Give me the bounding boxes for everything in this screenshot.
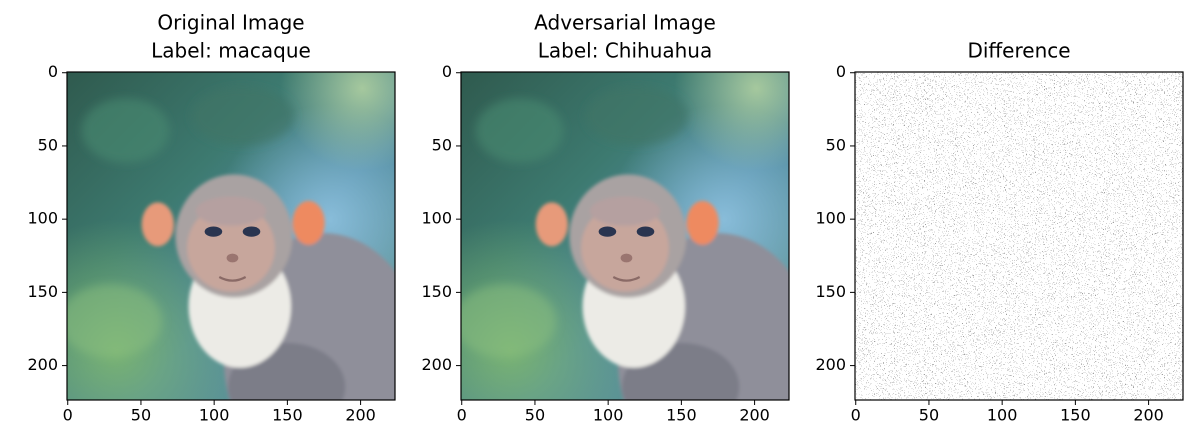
adversarial-image: [454, 72, 817, 448]
x-tick-label: 200: [739, 406, 770, 425]
x-tick-label: 50: [131, 406, 151, 425]
y-tick-label: 100: [815, 209, 846, 228]
y-tick-label: 100: [421, 209, 452, 228]
x-tick-label: 0: [63, 406, 73, 425]
y-tick-label: 0: [836, 62, 846, 81]
x-tick-label: 50: [525, 406, 545, 425]
axes-title: Original Image: [157, 11, 304, 35]
y-tick-label: 50: [432, 135, 452, 154]
y-tick-label: 150: [421, 282, 452, 301]
y-tick-label: 50: [38, 135, 58, 154]
x-tick-label: 150: [272, 406, 303, 425]
x-tick-label: 200: [1133, 406, 1164, 425]
y-tick-label: 50: [826, 135, 846, 154]
axes-title: Adversarial Image: [534, 11, 716, 35]
y-tick-label: 150: [815, 282, 846, 301]
y-tick-label: 0: [48, 62, 58, 81]
x-tick-label: 100: [593, 406, 624, 425]
x-tick-label: 100: [987, 406, 1018, 425]
y-tick-label: 200: [421, 355, 452, 374]
x-tick-label: 50: [919, 406, 939, 425]
axes-title: Label: macaque: [151, 39, 311, 63]
x-tick-label: 100: [199, 406, 230, 425]
axes-frame: [66, 71, 396, 401]
y-tick-label: 100: [27, 209, 58, 228]
y-tick-label: 0: [442, 62, 452, 81]
difference-image: [855, 72, 1183, 400]
x-tick-label: 200: [345, 406, 376, 425]
original-image: [60, 72, 423, 448]
y-tick-label: 150: [27, 282, 58, 301]
axes-title: Label: Chihuahua: [538, 39, 712, 63]
x-tick-label: 0: [457, 406, 467, 425]
axes-title: Difference: [967, 39, 1070, 63]
x-tick-label: 150: [666, 406, 697, 425]
axes-frame: [854, 71, 1184, 401]
x-tick-label: 150: [1060, 406, 1091, 425]
y-tick-label: 200: [27, 355, 58, 374]
axes-frame: [460, 71, 790, 401]
x-tick-label: 0: [851, 406, 861, 425]
y-tick-label: 200: [815, 355, 846, 374]
